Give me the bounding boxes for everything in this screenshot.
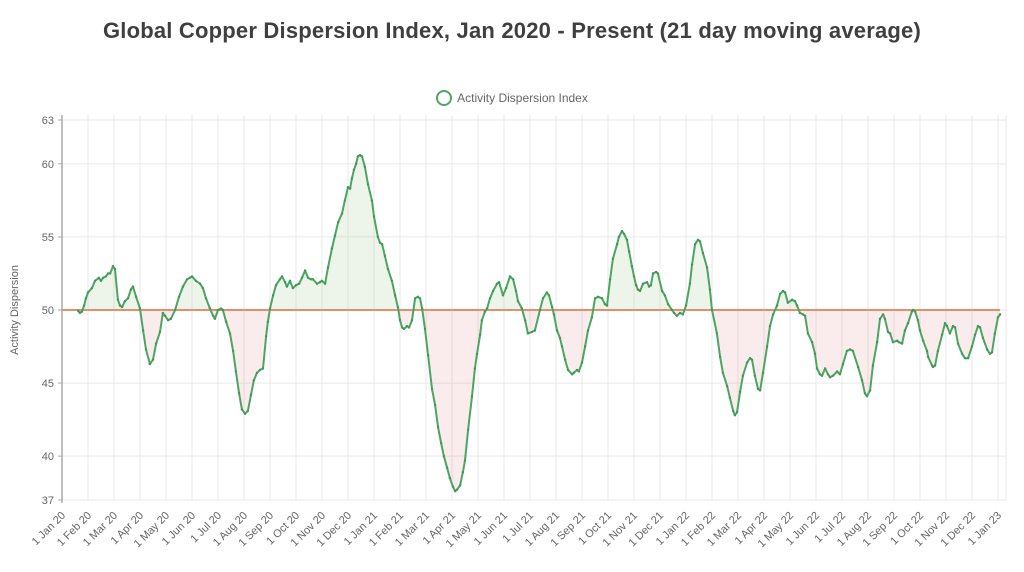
svg-text:60: 60	[42, 159, 54, 171]
svg-text:40: 40	[42, 451, 54, 463]
legend[interactable]: Activity Dispersion Index	[0, 90, 1024, 106]
area-fill-negative	[78, 310, 1001, 492]
legend-marker-icon	[436, 90, 453, 106]
svg-text:37: 37	[42, 495, 54, 507]
svg-text:63: 63	[42, 115, 54, 127]
svg-text:45: 45	[42, 378, 54, 390]
chart-title: Global Copper Dispersion Index, Jan 2020…	[102, 18, 922, 43]
svg-text:55: 55	[42, 232, 54, 244]
x-gridlines	[61, 115, 1007, 500]
svg-text:50: 50	[42, 305, 54, 317]
y-axis-labels: 37 40 45 50 55 60 63	[42, 115, 62, 507]
series-markers	[76, 153, 1002, 493]
y-axis-title: Activity Dispersion	[9, 265, 21, 355]
x-axis-labels: 1 Jan 201 Feb 201 Mar 201 Apr 201 May 20…	[30, 510, 1004, 550]
series-line	[77, 154, 1002, 493]
legend-label: Activity Dispersion Index	[457, 91, 588, 105]
